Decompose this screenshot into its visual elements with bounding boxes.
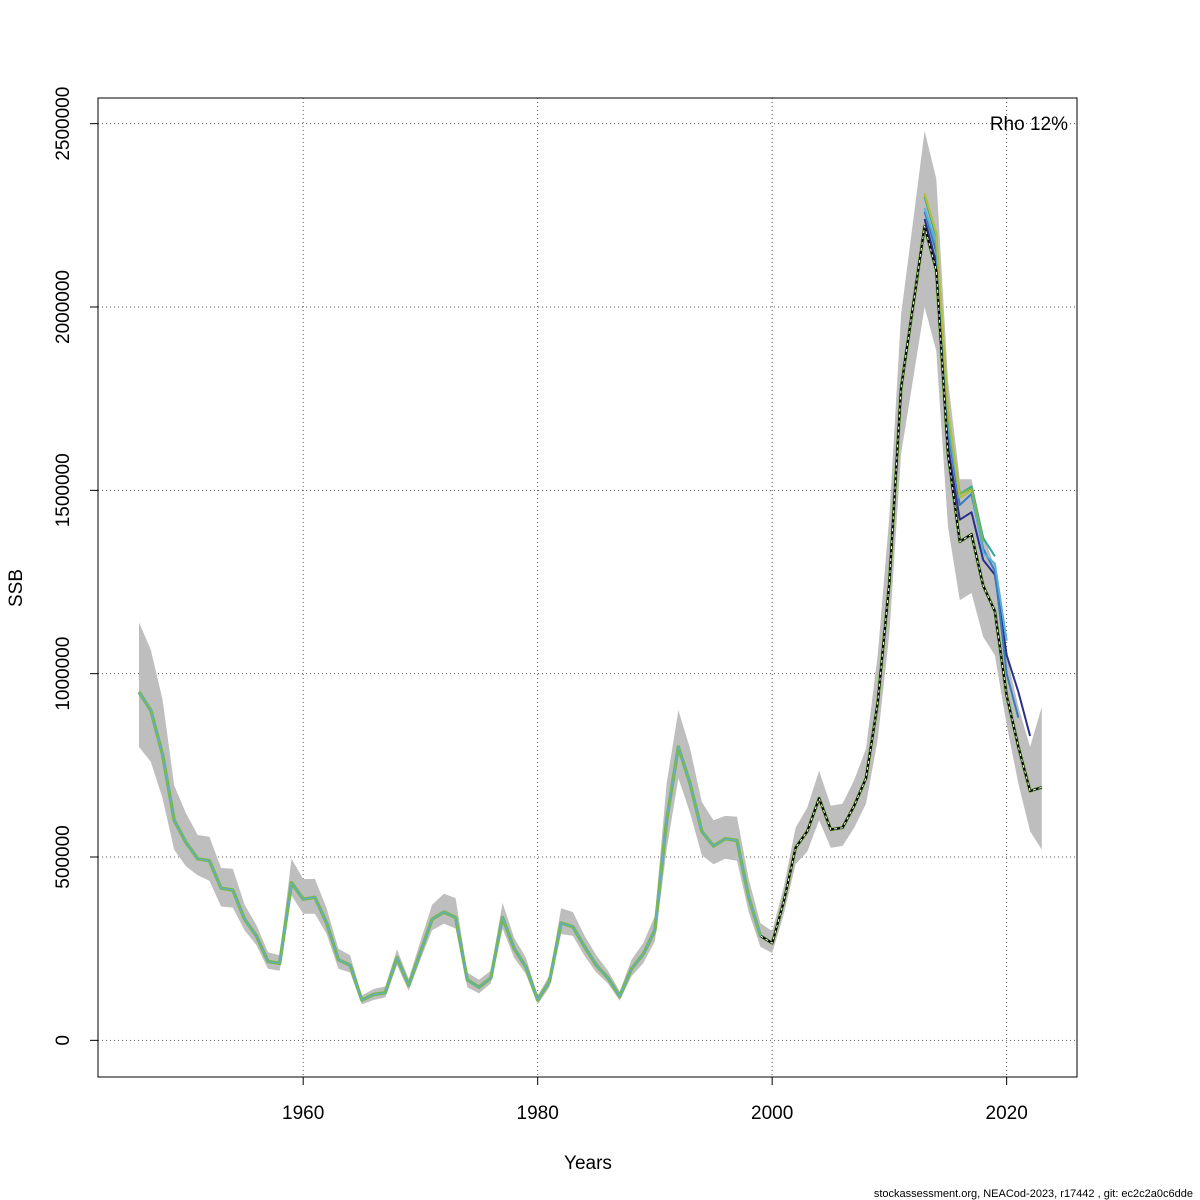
- series-line-final-dash: [760, 225, 1042, 944]
- y-tick-label-1000000: 1000000: [53, 637, 74, 711]
- y-tick-label-0: 0: [53, 1035, 74, 1046]
- x-axis-ticks: 1960 1980 2000 2020: [282, 1077, 1028, 1124]
- y-axis-ticks: 0 500000 1000000 1500000 2000000 2500000: [53, 87, 98, 1046]
- y-tick-label-2500000: 2500000: [53, 87, 74, 161]
- y-tick-label-1500000: 1500000: [53, 453, 74, 527]
- x-tick-label-2000: 2000: [751, 1103, 793, 1124]
- y-axis-label: SSB: [6, 569, 27, 607]
- series-line-peel-6: [923, 193, 973, 499]
- plot-frame: [97, 97, 1078, 1078]
- y-tick-label-2000000: 2000000: [53, 270, 74, 344]
- y-tick-label-500000: 500000: [53, 825, 74, 888]
- x-tick-label-1980: 1980: [517, 1103, 559, 1124]
- confidence-band: [139, 131, 1042, 1005]
- x-tick-label-1960: 1960: [282, 1103, 324, 1124]
- confidence-band-area: [139, 131, 1042, 1005]
- rho-annotation: Rho 12%: [990, 114, 1068, 135]
- x-axis-label: Years: [564, 1153, 612, 1174]
- series-lines: [137, 193, 1043, 1002]
- footer-credit: stockassessment.org, NEACod-2023, r17442…: [874, 1188, 1193, 1200]
- x-tick-label-2020: 2020: [986, 1103, 1028, 1124]
